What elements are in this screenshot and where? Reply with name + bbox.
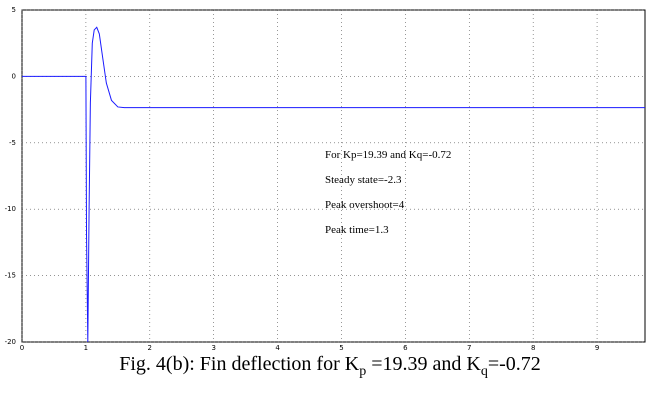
- annotation: Peak time=1.3: [325, 224, 389, 236]
- annotation: For Kp=19.39 and Kq=-0.72: [325, 149, 451, 161]
- y-tick-label: 5: [12, 6, 16, 14]
- annotation: Steady state=-2.3: [325, 174, 402, 186]
- caption-sub: p: [359, 364, 366, 379]
- caption-part: Fig. 4(b): Fin deflection for K: [119, 353, 360, 375]
- x-tick-label: 1: [84, 344, 88, 352]
- x-tick-label: 2: [148, 344, 152, 352]
- y-tick-label: 0: [12, 72, 16, 80]
- data-line: [22, 26, 645, 343]
- caption-part: =-0.72: [488, 353, 541, 375]
- caption-sub: q: [481, 364, 488, 379]
- x-tick-label: 3: [211, 344, 215, 352]
- plot-frame: [21, 9, 646, 343]
- caption-part: =19.39 and K: [366, 353, 481, 375]
- x-tick-label: 6: [403, 344, 408, 352]
- x-tick-label: 4: [275, 344, 280, 352]
- y-tick-label: -10: [5, 205, 16, 213]
- y-tick-label: -15: [5, 272, 16, 280]
- annotation: Peak overshoot=4: [325, 199, 405, 211]
- x-tick-label: 0: [20, 344, 24, 352]
- caption: Fig. 4(b): Fin deflection for Kp =19.39 …: [119, 353, 541, 379]
- x-tick-label: 7: [467, 344, 471, 352]
- x-tick-label: 9: [595, 344, 599, 352]
- y-tick-label: -5: [9, 139, 16, 147]
- x-tick-label: 8: [531, 344, 535, 352]
- x-tick-label: 5: [339, 344, 343, 352]
- y-tick-label: -20: [5, 338, 16, 346]
